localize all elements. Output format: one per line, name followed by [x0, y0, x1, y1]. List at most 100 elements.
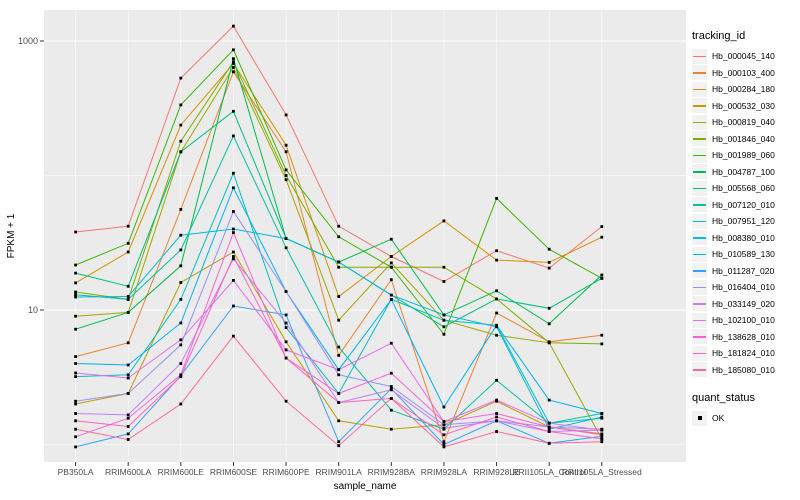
x-tick-label: RRIM600LE [158, 467, 205, 477]
data-point [74, 290, 77, 294]
data-point [495, 378, 498, 382]
quant-status-label: OK [712, 413, 725, 424]
data-point [547, 425, 551, 429]
data-point [74, 399, 77, 403]
legend-item: Hb_004787_100 [692, 164, 800, 181]
legend-label: Hb_001846_040 [712, 133, 775, 144]
data-point [232, 48, 235, 52]
data-point [284, 150, 288, 154]
data-point [337, 444, 341, 448]
data-point [179, 103, 183, 107]
legend-label: Hb_008380_010 [712, 232, 775, 243]
data-point [442, 423, 446, 427]
legend-item: Hb_001989_060 [692, 147, 800, 164]
legend-item: Hb_008380_010 [692, 230, 800, 247]
data-point [442, 325, 446, 329]
legend-item: Hb_033149_020 [692, 296, 800, 313]
quant-status-item: OK [692, 410, 800, 427]
data-point [126, 224, 130, 228]
legend-line-icon [693, 55, 706, 58]
data-point [389, 408, 393, 412]
legend-line-icon [693, 138, 706, 140]
x-tick-label: RRIM928LE [473, 467, 520, 477]
data-point [74, 402, 77, 406]
data-point [74, 419, 77, 423]
legend-key-swatch [692, 329, 707, 345]
x-tick-label: RRIM600LA [105, 467, 152, 477]
data-point [232, 279, 235, 282]
legend-label: Hb_000819_040 [712, 117, 775, 128]
data-point [600, 433, 604, 437]
legend-key-swatch [692, 345, 707, 361]
data-point [74, 271, 77, 275]
data-point [600, 342, 604, 346]
data-point [126, 250, 130, 254]
data-point [74, 293, 77, 297]
legend-title: tracking_id [692, 30, 746, 42]
legend-key-swatch [692, 312, 707, 328]
legend-label: Hb_001989_060 [712, 150, 775, 161]
data-point [389, 265, 393, 269]
data-point [179, 321, 183, 325]
data-point [547, 261, 551, 264]
x-tick-label: RRIM600SE [210, 467, 258, 477]
plot-area: 10 1000 PB350LA RRIM600LA RRIM600LE RRIM600SE… [6, 10, 686, 492]
data-point [337, 368, 341, 372]
data-point [337, 440, 341, 444]
legend-items: Hb_000045_140 Hb_000103_400 Hb_000284_180 H… [692, 48, 800, 378]
line-chart: 10 1000 PB350LA RRIM600LA RRIM600LE RRIM600SE… [6, 10, 686, 492]
data-point [284, 313, 288, 317]
legend-line-icon [693, 220, 706, 223]
data-point [547, 430, 551, 433]
data-point [600, 225, 604, 228]
legend-label: Hb_004787_100 [712, 166, 775, 177]
data-point [337, 345, 341, 349]
legend-line-icon [693, 286, 706, 289]
data-point [284, 326, 288, 329]
quant-status-legend: quant_status OK [692, 392, 800, 427]
data-point [74, 435, 77, 439]
data-point [600, 333, 604, 337]
data-point [495, 325, 498, 329]
data-point [389, 371, 393, 375]
data-point [495, 415, 498, 419]
data-point [232, 210, 235, 213]
legend-key-swatch [692, 197, 707, 213]
data-point [284, 246, 288, 250]
legend-label: Hb_005568_060 [712, 183, 775, 194]
data-point [495, 249, 498, 253]
data-point [389, 388, 393, 392]
data-point [600, 415, 604, 419]
data-point [547, 266, 551, 270]
y-tick-label: 10 [28, 305, 38, 315]
quant-status-key-swatch [692, 410, 707, 426]
data-point [179, 233, 183, 237]
quant-status-items: OK [692, 410, 800, 427]
x-tick-label: RRIM928LA [421, 467, 468, 477]
data-point [179, 150, 183, 154]
data-point [547, 441, 551, 445]
data-point [232, 334, 235, 338]
legend-line-icon [693, 154, 706, 157]
legend-label: Hb_033149_020 [712, 298, 775, 309]
data-point [337, 295, 341, 298]
data-point [232, 257, 235, 261]
legend-item: Hb_007951_120 [692, 213, 800, 230]
point-square-icon [697, 416, 702, 421]
data-point [547, 421, 551, 425]
data-point [126, 416, 130, 420]
data-point [232, 66, 235, 69]
data-point [126, 425, 130, 428]
data-point [337, 235, 341, 239]
data-point [547, 341, 551, 345]
data-point [74, 281, 77, 285]
data-point [179, 298, 183, 301]
legend-line-icon [693, 121, 706, 124]
legend-item: Hb_007120_010 [692, 197, 800, 214]
legend-label: Hb_102100_010 [712, 315, 775, 326]
data-point [232, 57, 235, 61]
legend-item: Hb_181824_010 [692, 345, 800, 362]
data-point [495, 297, 498, 301]
data-point [389, 278, 393, 282]
